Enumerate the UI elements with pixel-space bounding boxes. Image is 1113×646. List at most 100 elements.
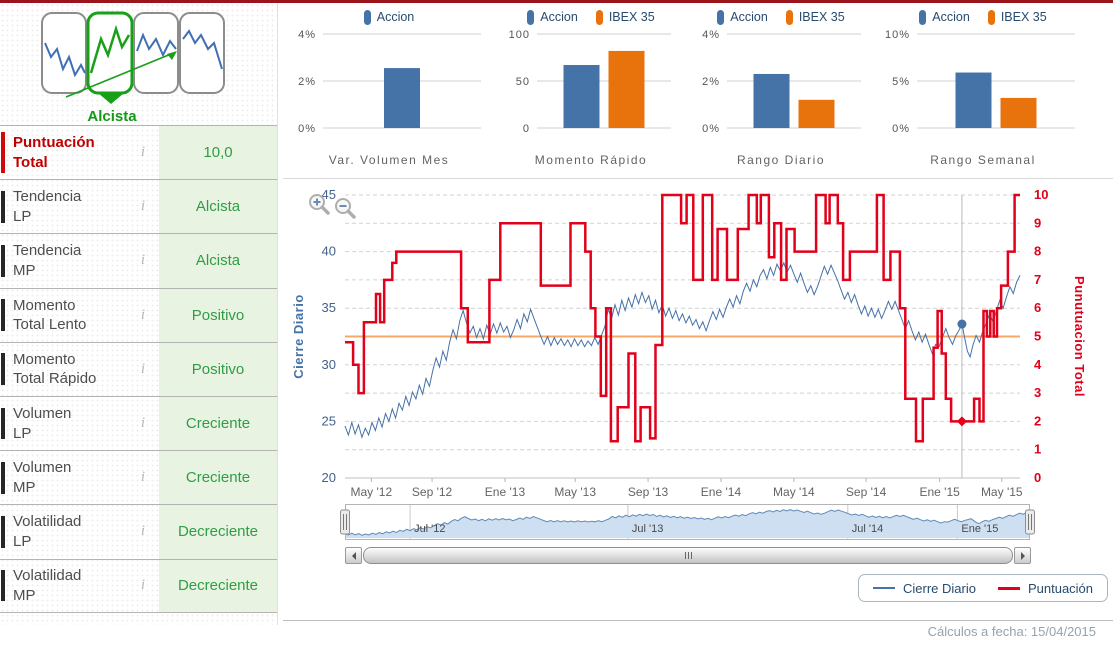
pattern-card-techo[interactable] <box>179 12 225 94</box>
mini-chart-title: Rango Semanal <box>930 153 1036 167</box>
indicator-value: Positivo <box>159 288 277 342</box>
indicator-value: Creciente <box>159 451 277 505</box>
mini-chart-legend: Accion IBEX 35 <box>497 6 685 28</box>
info-icon[interactable]: i <box>140 306 146 323</box>
pattern-card-lateral[interactable] <box>133 12 179 94</box>
y-axis-tick-label: 0 <box>523 123 530 135</box>
info-icon[interactable]: i <box>140 360 146 377</box>
bar-ibex-35 <box>1000 97 1037 128</box>
indicator-row-momento-lento: Momento Total Lento i Positivo <box>0 287 277 342</box>
row-accent-bar <box>1 299 5 332</box>
mini-chart-title: Rango Diario <box>736 153 826 167</box>
legend-swatch <box>919 9 927 25</box>
x-axis-tick-label: Sep '12 <box>412 485 453 499</box>
indicators-panel: Alcista Puntuación Total i 10,0 Tendencia… <box>0 3 278 625</box>
indicator-value: Decreciente <box>159 559 277 612</box>
info-icon[interactable]: i <box>140 469 146 486</box>
y-axis-tick-label: 5% <box>892 76 910 88</box>
pattern-card-bajista[interactable] <box>41 12 87 94</box>
legend-item-ibex-35[interactable]: IBEX 35 <box>595 9 655 25</box>
info-icon[interactable]: i <box>140 252 146 269</box>
legend-label: Accion <box>730 10 768 24</box>
mini-chart-rango-diario: Accion IBEX 35 0% 2% 4% Rango Diario <box>687 6 875 167</box>
mini-chart-title: Var. Volumen Mes <box>328 153 450 167</box>
y-axis-tick-label: 0% <box>702 123 720 135</box>
chart-scrollbar[interactable] <box>345 547 1031 564</box>
bar-chart: 0% 2% 4% <box>702 29 861 135</box>
indicator-row-tendencia-mp: Tendencia MP i Alcista <box>0 233 277 288</box>
legend-label: IBEX 35 <box>798 10 845 24</box>
right-axis-tick-label: 10 <box>1034 187 1048 202</box>
row-accent-bar <box>1 245 5 277</box>
left-arrow-icon <box>348 551 356 560</box>
navigator-tick-label: Jul '13 <box>632 523 663 535</box>
x-axis-tick-label: May '12 <box>350 485 392 499</box>
left-axis-tick-label: 25 <box>322 413 336 428</box>
indicator-value: Alcista <box>159 180 277 234</box>
scrollbar-track[interactable] <box>363 547 1013 564</box>
right-arrow-icon <box>1020 551 1029 560</box>
info-icon[interactable]: i <box>140 415 146 432</box>
legend-label: Accion <box>540 10 578 24</box>
mini-chart-legend: Accion IBEX 35 <box>877 6 1089 28</box>
trend-pattern-selector: Alcista <box>0 9 277 125</box>
chart-navigator[interactable]: Jul '12 Jul '13 Jul '14 Ene '15 <box>283 504 1113 546</box>
trend-arrow <box>65 51 177 98</box>
legend-item-accion[interactable]: Accion <box>363 9 414 25</box>
indicator-row-momento-rapido: Momento Total Rápido i Positivo <box>0 341 277 396</box>
legend-swatch <box>363 9 371 25</box>
indicator-row-volatilidad-lp: Volatilidad LP i Decreciente <box>0 504 277 559</box>
right-axis-tick-label: 1 <box>1034 442 1041 457</box>
x-axis-tick-label: Sep '13 <box>628 485 669 499</box>
legend-label: Accion <box>932 10 970 24</box>
indicator-row-puntuacion-total: Puntuación Total i 10,0 <box>0 125 277 180</box>
pattern-card-alcista-active[interactable] <box>86 11 134 104</box>
navigator-handle-right[interactable] <box>1025 509 1035 535</box>
indicator-row-volumen-lp: Volumen LP i Creciente <box>0 395 277 451</box>
score-point-marker[interactable] <box>956 416 967 427</box>
legend-item-puntuación[interactable]: Puntuación <box>997 580 1094 596</box>
scroll-right-button[interactable] <box>1014 547 1031 564</box>
info-icon[interactable]: i <box>140 144 146 161</box>
top-accent-bar <box>0 0 1113 3</box>
x-axis-tick-label: Ene '14 <box>701 485 742 499</box>
navigator-tick-label: Jul '12 <box>414 523 445 535</box>
legend-item-accion[interactable]: Accion <box>919 9 970 25</box>
zoom-in-icon[interactable] <box>309 194 330 215</box>
scrollbar-thumb[interactable] <box>363 547 1013 564</box>
legend-item-accion[interactable]: Accion <box>717 9 768 25</box>
info-icon[interactable]: i <box>140 198 146 215</box>
legend-item-cierre-diario[interactable]: Cierre Diario <box>873 581 976 596</box>
series-legend: Cierre Diario Puntuación <box>858 574 1109 602</box>
x-axis-tick-label: Ene '15 <box>920 485 961 499</box>
legend-item-accion[interactable]: Accion <box>527 9 578 25</box>
indicators-table: Puntuación Total i 10,0 Tendencia LP i Alc… <box>0 125 277 613</box>
navigator-handle-left[interactable] <box>340 509 350 535</box>
zoom-out-icon[interactable] <box>335 198 356 219</box>
legend-swatch <box>785 9 793 25</box>
close-point-marker[interactable] <box>957 319 967 329</box>
right-axis-tick-label: 6 <box>1034 300 1041 315</box>
mini-chart-title: Momento Rápido <box>534 153 648 167</box>
info-icon[interactable]: i <box>140 577 146 594</box>
x-axis-tick-label: May '13 <box>554 485 596 499</box>
bar-chart: 0% 5% 10% <box>885 29 1075 135</box>
right-axis-tick-label: 3 <box>1034 385 1041 400</box>
legend-item-ibex-35[interactable]: IBEX 35 <box>785 9 845 25</box>
bar-ibex-35 <box>608 50 645 128</box>
scroll-left-button[interactable] <box>345 547 362 564</box>
legend-label: Puntuación <box>1027 580 1094 596</box>
legend-label: IBEX 35 <box>1000 10 1047 24</box>
info-icon[interactable]: i <box>140 523 146 540</box>
left-axis-tick-label: 35 <box>322 300 336 315</box>
legend-item-ibex-35[interactable]: IBEX 35 <box>987 9 1047 25</box>
left-axis-title: Cierre Diario <box>291 294 306 379</box>
right-axis-tick-label: 0 <box>1034 470 1041 485</box>
x-axis-tick-label: May '15 <box>981 485 1023 499</box>
mini-chart-legend: Accion IBEX 35 <box>687 6 875 28</box>
bar-chart: 0 50 100 <box>509 29 671 135</box>
right-axis-tick-label: 5 <box>1034 329 1041 344</box>
indicator-label: Momento Total Lento <box>13 296 87 334</box>
close-series-line <box>344 261 1021 439</box>
row-accent-bar <box>1 353 5 386</box>
